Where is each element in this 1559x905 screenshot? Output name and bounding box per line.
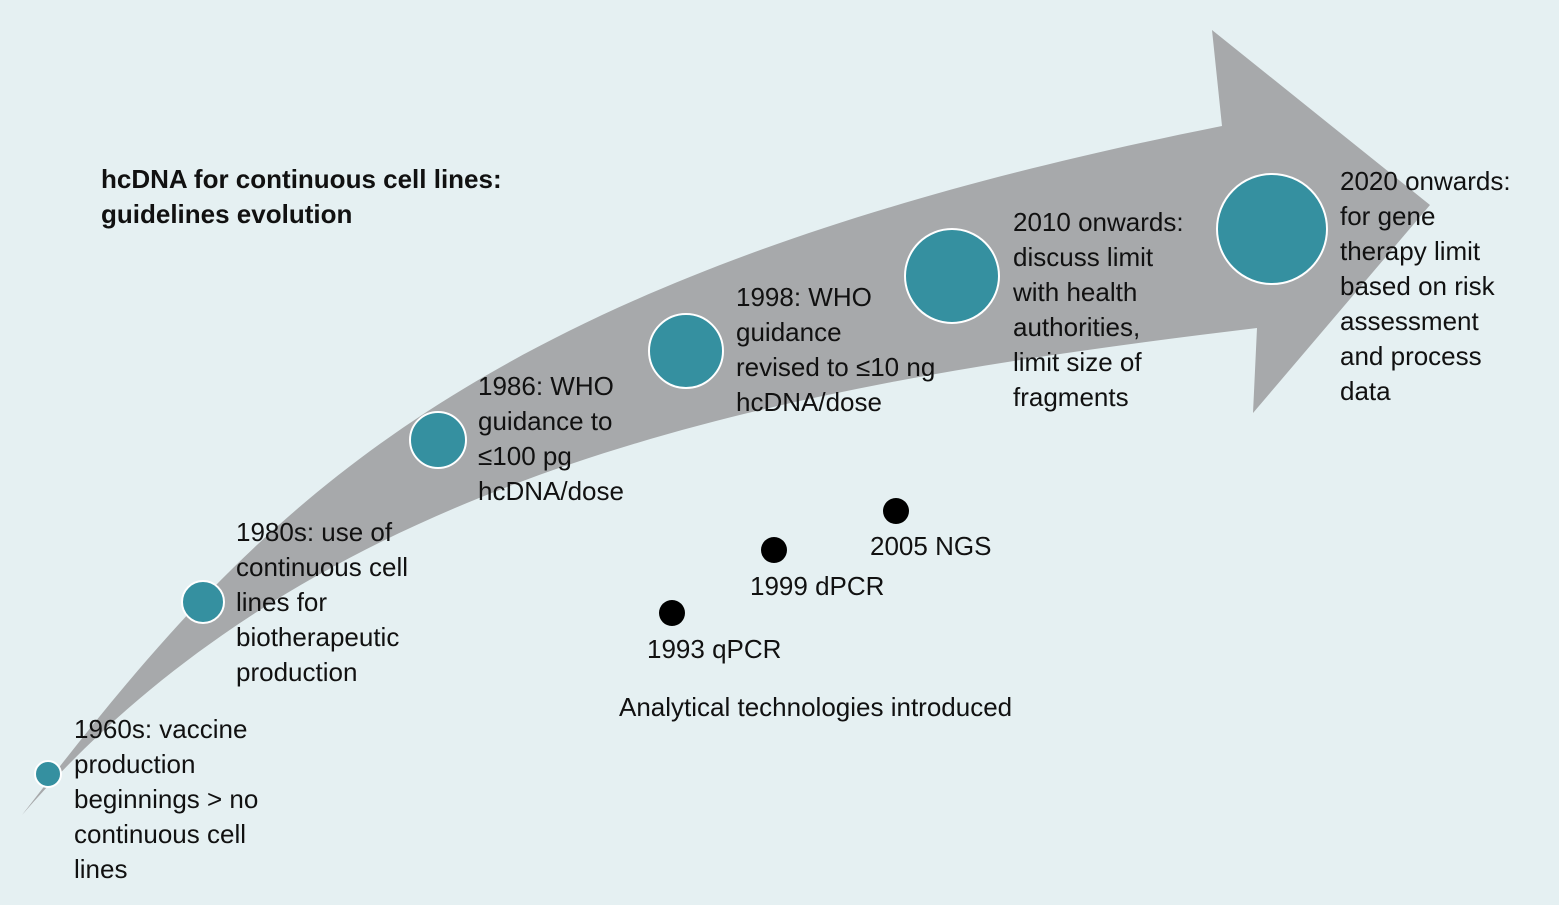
tech-label-ngs: 2005 NGS xyxy=(870,531,992,561)
milestone-label-1986: 1986: WHO guidance to ≤100 pg hcDNA/dose xyxy=(478,371,624,506)
milestone-label-1960s: 1960s: vaccine production beginnings > n… xyxy=(74,714,259,884)
milestone-label-2020: 2020 onwards: for gene therapy limit bas… xyxy=(1340,166,1511,406)
tech-label-dpcr: 1999 dPCR xyxy=(750,571,885,601)
title-line-1: hcDNA for continuous cell lines: xyxy=(101,164,502,194)
tech-label-qpcr: 1993 qPCR xyxy=(647,634,782,664)
milestone-label-1980s: 1980s: use of continuous cell lines for … xyxy=(236,517,408,687)
tech-dot-qpcr xyxy=(659,600,685,626)
milestone-dot-2010 xyxy=(904,228,1000,324)
tech-caption: Analytical technologies introduced xyxy=(619,692,1013,722)
milestone-dot-1960s xyxy=(34,760,62,788)
milestone-dot-2020 xyxy=(1216,173,1328,285)
milestone-label-2010: 2010 onwards: discuss limit with health … xyxy=(1013,207,1184,412)
timeline-arrow xyxy=(22,30,1430,815)
tech-dot-dpcr xyxy=(761,537,787,563)
title-line-2: guidelines evolution xyxy=(101,199,353,229)
milestone-dot-1998 xyxy=(648,313,724,389)
milestone-dot-1986 xyxy=(409,411,467,469)
diagram-title: hcDNA for continuous cell lines: guideli… xyxy=(101,162,502,232)
milestone-label-1998: 1998: WHO guidance revised to ≤10 ng hcD… xyxy=(736,282,936,417)
milestone-dot-1980s xyxy=(181,580,225,624)
tech-dot-ngs xyxy=(883,498,909,524)
